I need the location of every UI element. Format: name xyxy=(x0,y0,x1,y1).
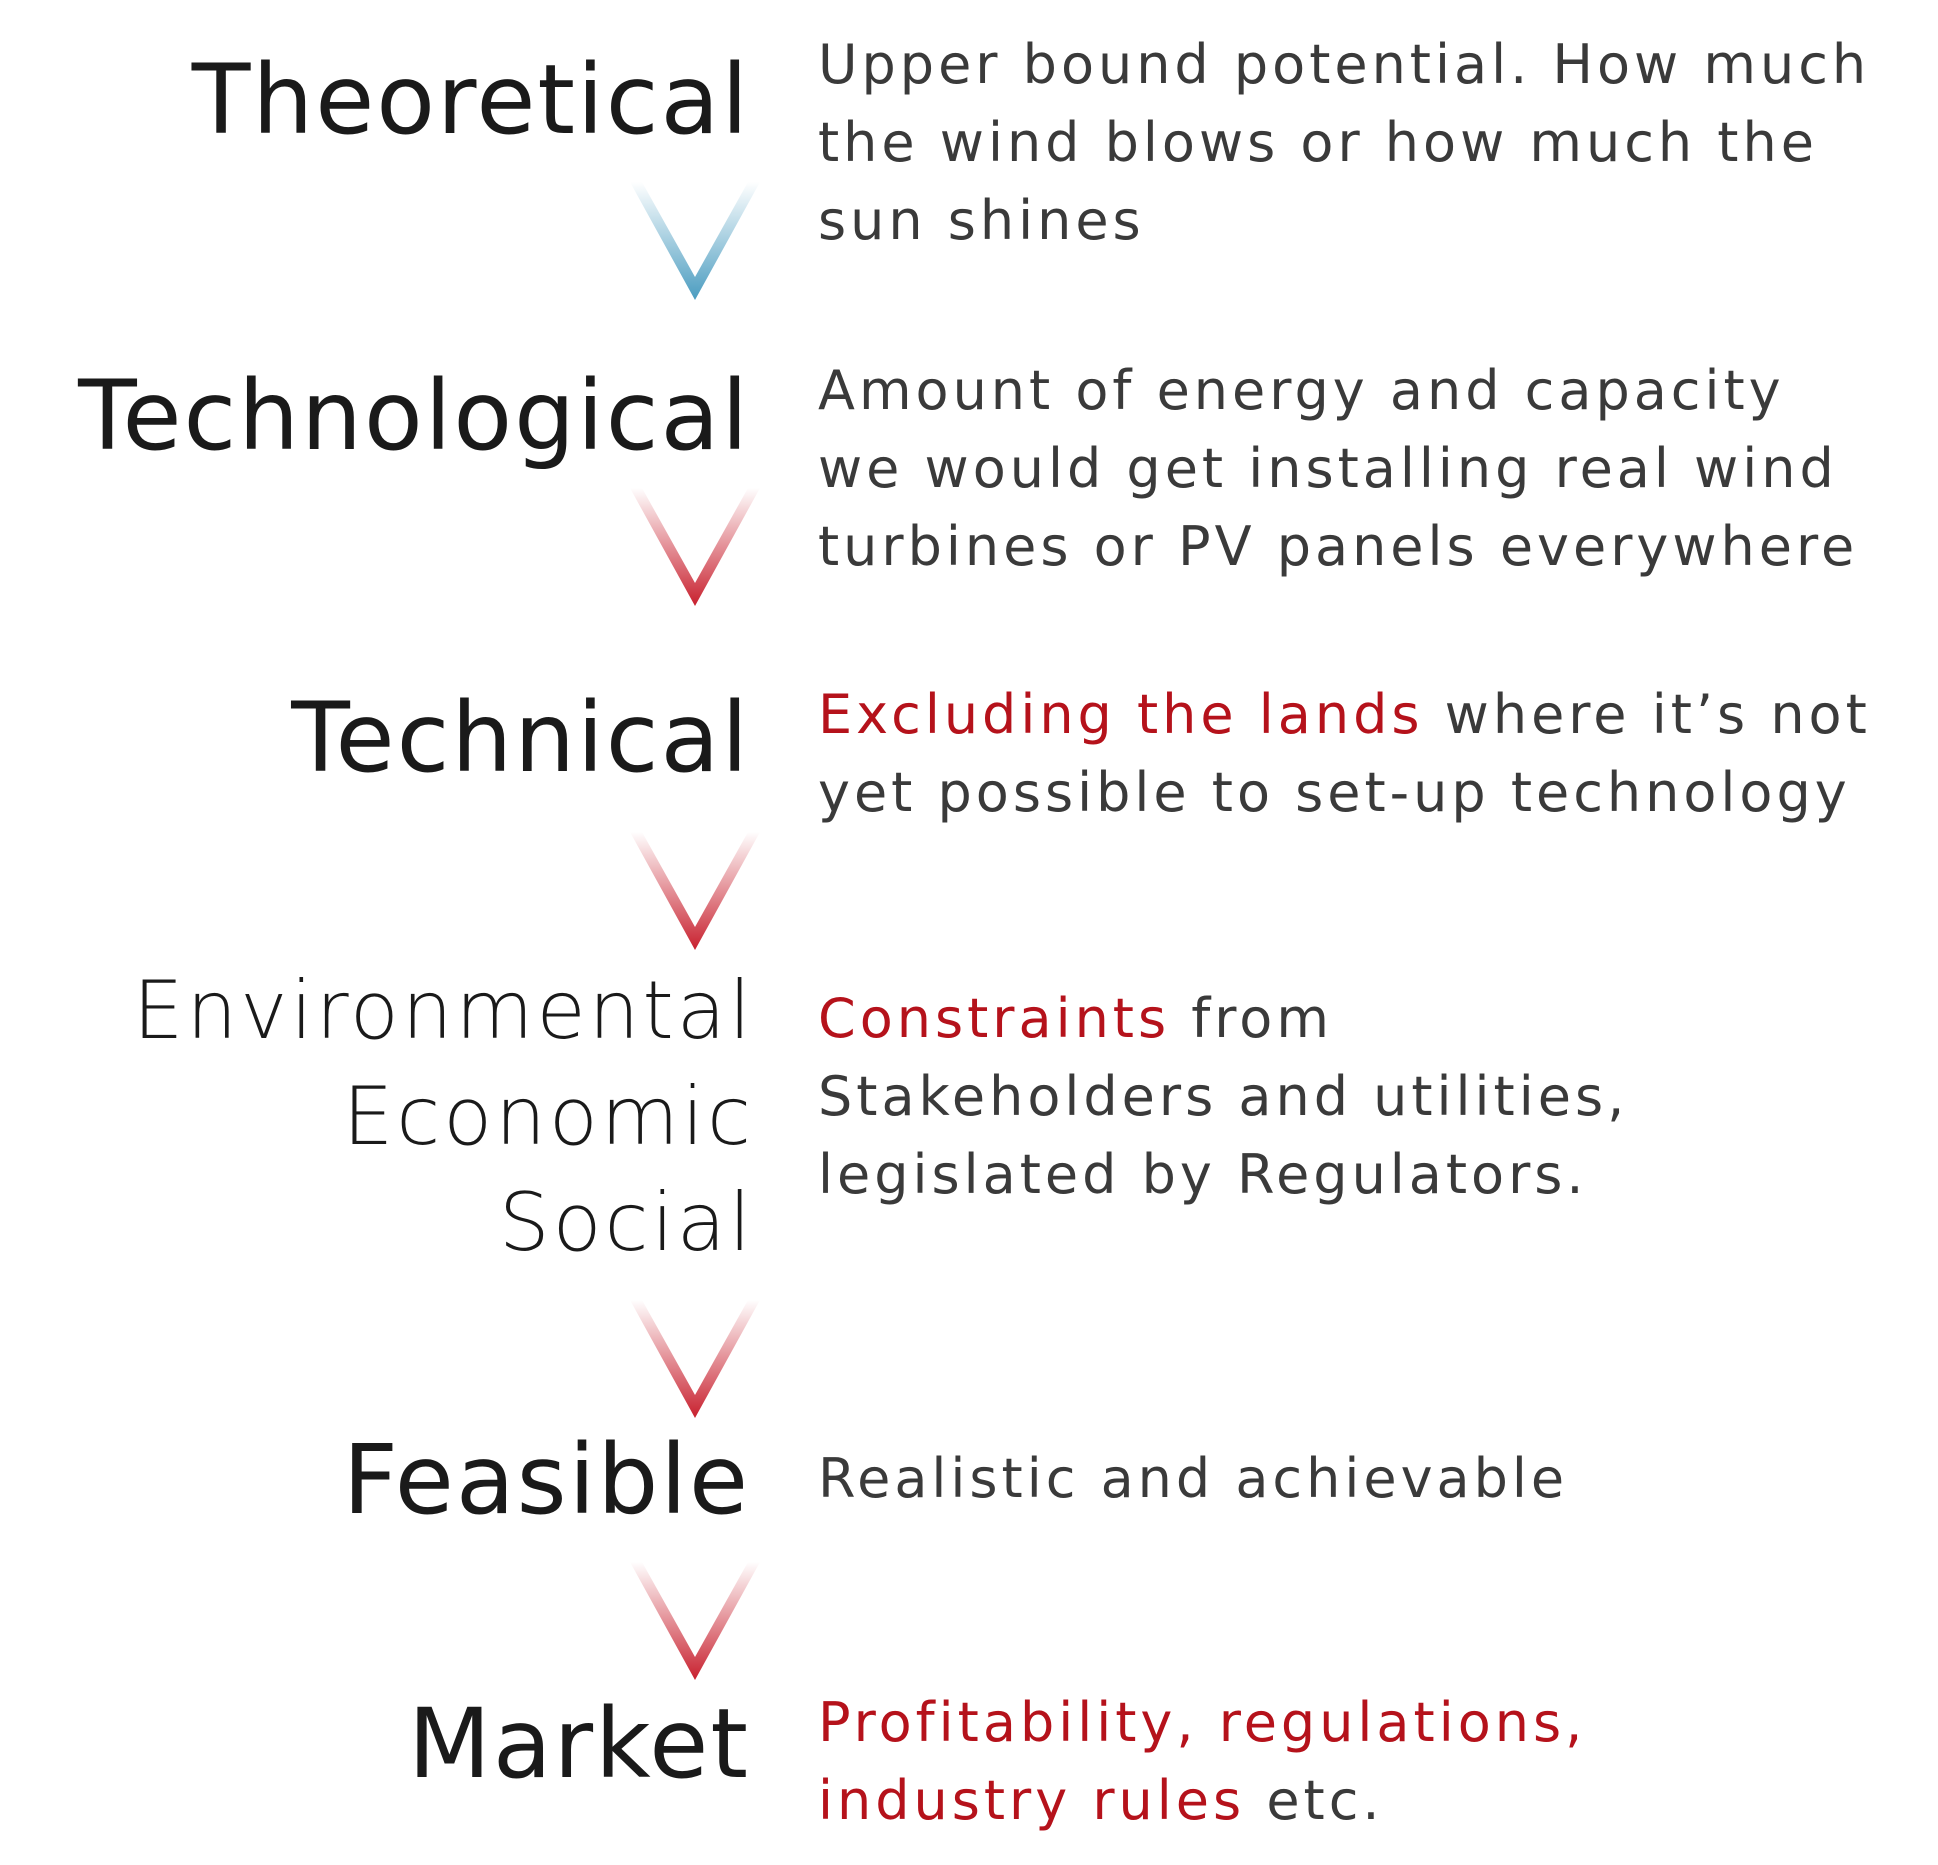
stage-label-environmental: Environmental xyxy=(132,964,754,1057)
stage-desc-market: Profitability, regulations, industry rul… xyxy=(818,1684,1928,1840)
stage-label-technological: Technological xyxy=(78,360,750,472)
desc-text: from xyxy=(1170,987,1333,1050)
arrow-down-icon xyxy=(630,488,760,606)
arrow-down-icon xyxy=(630,832,760,950)
desc-text: etc. xyxy=(1245,1769,1384,1832)
arrow-down-icon xyxy=(630,1562,760,1680)
desc-highlight: industry rules xyxy=(818,1769,1246,1832)
stage-label-economic: Economic xyxy=(342,1070,754,1163)
stage-desc-technical: Excluding the lands where it’s not yet p… xyxy=(818,676,1928,832)
desc-line: Excluding the lands where it’s not xyxy=(818,676,1928,754)
desc-highlight: Excluding the lands xyxy=(818,683,1424,746)
desc-highlight: Profitability, regulations, xyxy=(818,1691,1587,1754)
desc-line: Stakeholders and utilities, xyxy=(818,1065,1629,1128)
desc-line: Amount of energy and capacity xyxy=(818,359,1785,422)
desc-line: legislated by Regulators. xyxy=(818,1143,1588,1206)
stage-label-theoretical: Theoretical xyxy=(191,44,750,156)
arrow-down-icon xyxy=(630,182,760,300)
stage-label-constraints: Environmental Economic Social xyxy=(133,958,754,1276)
stage-desc-constraints: Constraints from Stakeholders and utilit… xyxy=(818,980,1928,1214)
desc-text: where it’s not xyxy=(1423,683,1871,746)
desc-line: we would get installing real wind xyxy=(818,437,1838,500)
stage-label-market: Market xyxy=(408,1688,750,1800)
stage-label-feasible: Feasible xyxy=(342,1424,750,1536)
desc-line: industry rules etc. xyxy=(818,1762,1928,1840)
desc-line: turbines or PV panels everywhere xyxy=(818,515,1859,578)
stage-desc-theoretical: Upper bound potential. How much the wind… xyxy=(818,26,1928,260)
desc-line: Realistic and achievable xyxy=(818,1447,1569,1510)
stage-label-technical: Technical xyxy=(291,682,750,794)
arrow-down-icon xyxy=(630,1300,760,1418)
desc-line: sun shines xyxy=(818,189,1145,252)
desc-line: Constraints from xyxy=(818,980,1928,1058)
stage-label-social: Social xyxy=(498,1176,754,1269)
desc-line: yet possible to set-up technology xyxy=(818,761,1851,824)
desc-highlight: Constraints xyxy=(818,987,1171,1050)
stage-desc-technological: Amount of energy and capacity we would g… xyxy=(818,352,1928,586)
desc-line: the wind blows or how much the xyxy=(818,111,1818,174)
desc-line: Upper bound potential. How much xyxy=(818,33,1871,96)
stage-desc-feasible: Realistic and achievable xyxy=(818,1440,1928,1518)
